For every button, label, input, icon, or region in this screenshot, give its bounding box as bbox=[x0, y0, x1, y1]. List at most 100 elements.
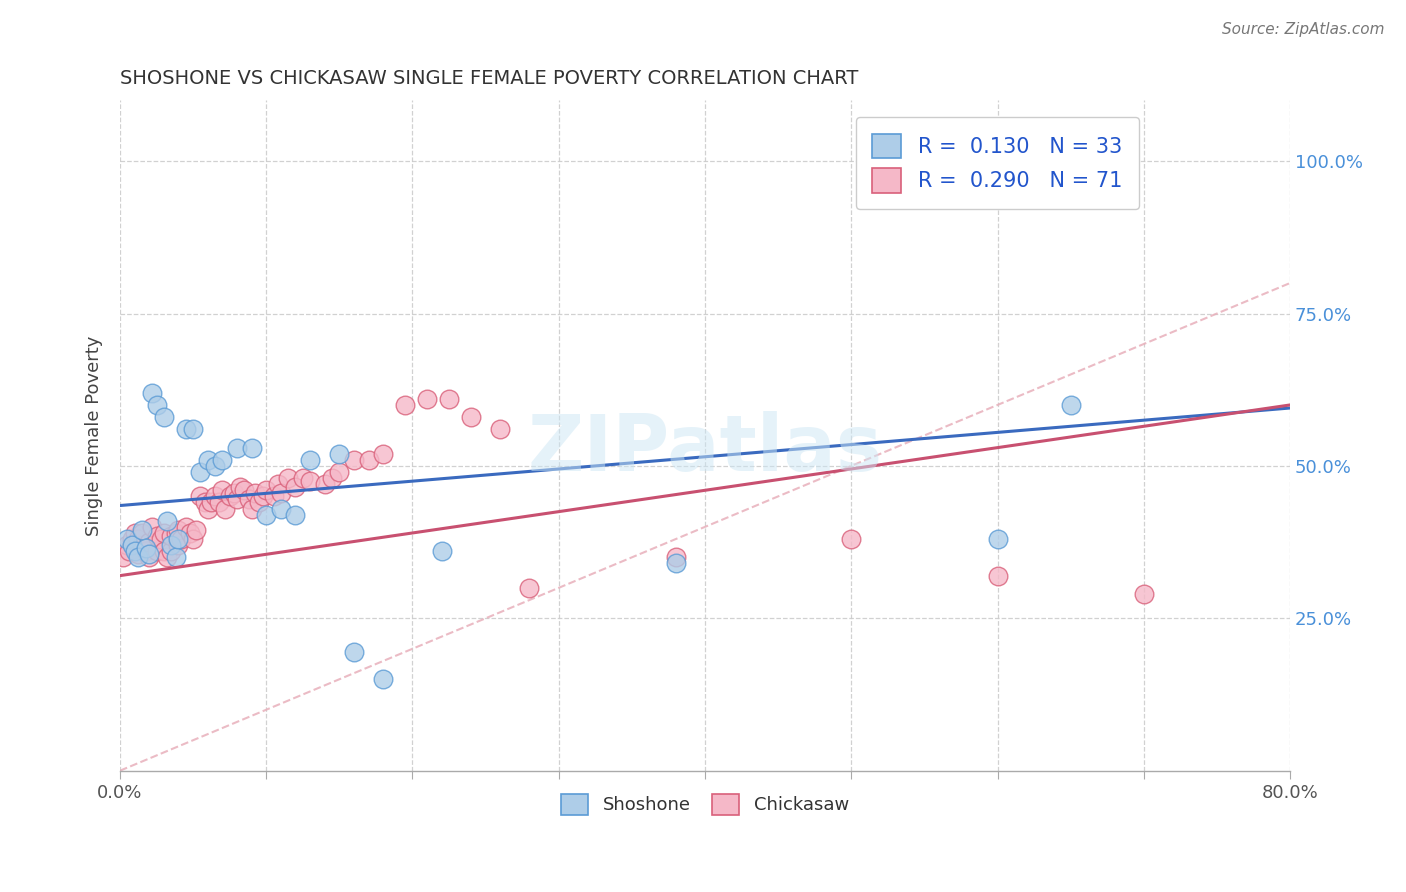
Point bbox=[277, 471, 299, 485]
Point bbox=[430, 544, 453, 558]
Point bbox=[197, 452, 219, 467]
Point bbox=[117, 532, 139, 546]
Point bbox=[328, 465, 350, 479]
Point bbox=[519, 581, 541, 595]
Point bbox=[170, 532, 193, 546]
Point bbox=[416, 392, 439, 406]
Point bbox=[127, 550, 149, 565]
Point bbox=[204, 489, 226, 503]
Point bbox=[270, 501, 292, 516]
Point bbox=[373, 673, 395, 687]
Text: Source: ZipAtlas.com: Source: ZipAtlas.com bbox=[1222, 22, 1385, 37]
Point bbox=[489, 422, 512, 436]
Point bbox=[240, 441, 263, 455]
Point bbox=[254, 508, 277, 522]
Point bbox=[1059, 398, 1081, 412]
Point bbox=[394, 398, 416, 412]
Point bbox=[986, 568, 1008, 582]
Point bbox=[226, 492, 249, 507]
Point bbox=[238, 492, 260, 507]
Point bbox=[373, 447, 395, 461]
Legend: Shoshone, Chickasaw: Shoshone, Chickasaw bbox=[554, 787, 856, 822]
Point bbox=[165, 550, 187, 565]
Point bbox=[314, 477, 336, 491]
Point bbox=[299, 452, 322, 467]
Point bbox=[153, 544, 176, 558]
Point bbox=[135, 544, 157, 558]
Point bbox=[121, 538, 143, 552]
Point bbox=[460, 410, 482, 425]
Point bbox=[328, 447, 350, 461]
Point bbox=[153, 410, 176, 425]
Point bbox=[200, 495, 222, 509]
Point bbox=[118, 544, 141, 558]
Point bbox=[190, 465, 212, 479]
Point bbox=[839, 532, 862, 546]
Point bbox=[194, 495, 217, 509]
Point bbox=[127, 532, 149, 546]
Point bbox=[156, 514, 179, 528]
Point bbox=[243, 486, 266, 500]
Point bbox=[145, 398, 167, 412]
Point bbox=[138, 547, 160, 561]
Text: SHOSHONE VS CHICKASAW SINGLE FEMALE POVERTY CORRELATION CHART: SHOSHONE VS CHICKASAW SINGLE FEMALE POVE… bbox=[120, 69, 858, 87]
Point bbox=[665, 557, 688, 571]
Point bbox=[284, 480, 307, 494]
Point bbox=[437, 392, 460, 406]
Point bbox=[135, 541, 157, 556]
Point bbox=[665, 550, 688, 565]
Point bbox=[190, 489, 212, 503]
Point bbox=[167, 538, 190, 552]
Point bbox=[167, 523, 190, 537]
Point bbox=[181, 422, 204, 436]
Point bbox=[229, 480, 252, 494]
Point bbox=[149, 532, 172, 546]
Point bbox=[165, 525, 187, 540]
Point bbox=[174, 422, 197, 436]
Point bbox=[284, 508, 307, 522]
Point bbox=[138, 550, 160, 565]
Point bbox=[211, 483, 233, 498]
Point bbox=[211, 452, 233, 467]
Point bbox=[153, 525, 176, 540]
Point bbox=[156, 550, 179, 565]
Point bbox=[124, 525, 146, 540]
Point bbox=[254, 483, 277, 498]
Point bbox=[214, 501, 236, 516]
Point bbox=[357, 452, 380, 467]
Text: ZIPatlas: ZIPatlas bbox=[527, 411, 883, 487]
Point bbox=[145, 529, 167, 543]
Point bbox=[218, 489, 240, 503]
Point bbox=[179, 525, 201, 540]
Point bbox=[131, 525, 153, 540]
Point bbox=[247, 495, 270, 509]
Point bbox=[343, 452, 366, 467]
Point bbox=[141, 385, 163, 400]
Point bbox=[160, 544, 183, 558]
Point bbox=[291, 471, 314, 485]
Point bbox=[138, 535, 160, 549]
Point bbox=[267, 477, 290, 491]
Point bbox=[1132, 587, 1154, 601]
Point bbox=[240, 501, 263, 516]
Point bbox=[208, 495, 231, 509]
Point bbox=[270, 486, 292, 500]
Point bbox=[184, 523, 207, 537]
Point bbox=[167, 532, 190, 546]
Point bbox=[141, 520, 163, 534]
Point bbox=[131, 538, 153, 552]
Point bbox=[181, 532, 204, 546]
Point bbox=[174, 520, 197, 534]
Point bbox=[299, 474, 322, 488]
Point bbox=[127, 547, 149, 561]
Y-axis label: Single Female Poverty: Single Female Poverty bbox=[86, 335, 103, 535]
Point bbox=[263, 489, 285, 503]
Point bbox=[226, 441, 249, 455]
Point bbox=[160, 529, 183, 543]
Point bbox=[986, 532, 1008, 546]
Point bbox=[160, 538, 183, 552]
Point bbox=[321, 471, 343, 485]
Point bbox=[117, 538, 139, 552]
Point bbox=[204, 458, 226, 473]
Point bbox=[343, 645, 366, 659]
